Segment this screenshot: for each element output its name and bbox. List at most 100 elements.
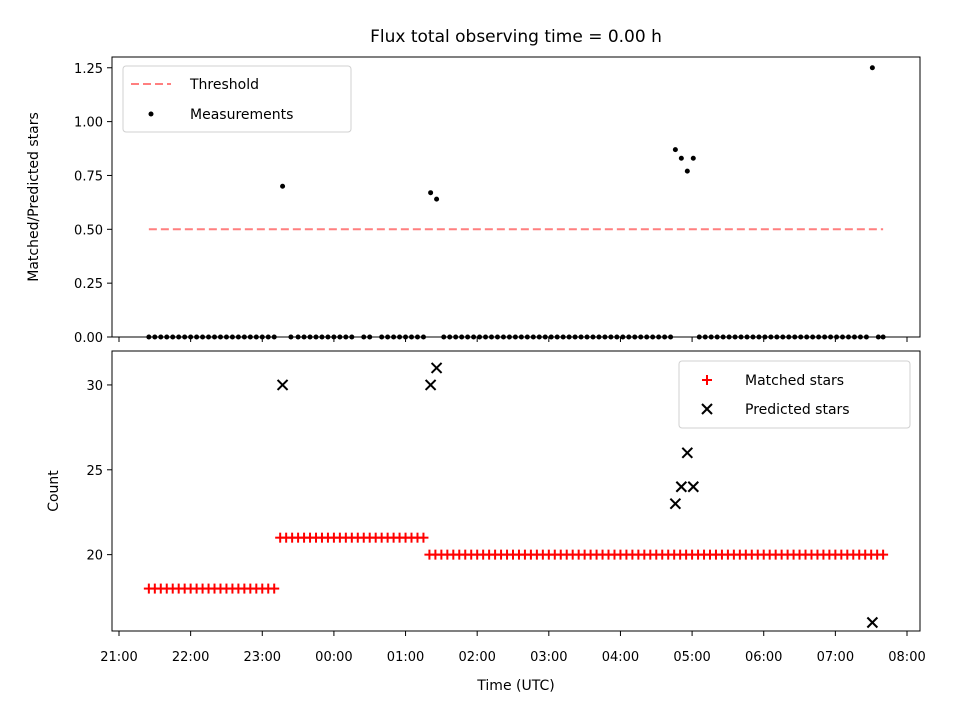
measurement-point [650, 334, 656, 340]
x-tick-label: 05:00 [673, 650, 710, 665]
measurement-point [602, 334, 608, 340]
measurement-point [578, 334, 584, 340]
measurement-point [164, 334, 170, 340]
measurement-point [644, 334, 650, 340]
bottom-y-tick-label: 20 [86, 549, 103, 564]
measurement-point [816, 334, 822, 340]
measurement-point [702, 334, 708, 340]
measurement-point [453, 334, 459, 340]
measurement-point [554, 334, 560, 340]
top-y-tick-label: 0.75 [74, 169, 103, 184]
predicted-star-point [675, 481, 688, 493]
measurement-point [840, 334, 846, 340]
measurement-point [280, 183, 286, 189]
x-tick-label: 06:00 [745, 650, 782, 665]
measurement-point [828, 334, 834, 340]
measurement-point [530, 334, 536, 340]
x-tick-label: 01:00 [387, 650, 424, 665]
measurement-point [542, 334, 548, 340]
measurement-point [869, 65, 875, 71]
measurement-point [200, 334, 206, 340]
measurement-point [524, 334, 530, 340]
measurement-point [247, 334, 253, 340]
matched-star-points [143, 532, 889, 594]
legend-matched-label: Matched stars [745, 373, 844, 389]
measurement-point [714, 334, 720, 340]
measurement-point [434, 196, 440, 202]
measurement-point [489, 334, 495, 340]
measurement-point [331, 334, 337, 340]
top-y-tick-label: 0.25 [74, 277, 103, 292]
measurement-point [235, 334, 241, 340]
measurement-point [288, 334, 294, 340]
measurement-point [738, 334, 744, 340]
measurement-point [465, 334, 471, 340]
legend-threshold-label: Threshold [189, 77, 259, 93]
measurement-point [774, 334, 780, 340]
measurement-point [880, 334, 886, 340]
measurement-point [182, 334, 188, 340]
top-y-tick-label: 1.00 [74, 116, 103, 131]
measurement-point [662, 334, 668, 340]
measurement-point [420, 334, 426, 340]
measurement-point [822, 334, 828, 340]
measurement-point [229, 334, 235, 340]
measurement-point [223, 334, 229, 340]
measurement-point [319, 334, 325, 340]
measurement-point [708, 334, 714, 340]
measurement-point [584, 334, 590, 340]
bottom-y-tick-label: 25 [86, 464, 103, 479]
legend-measurements-swatch [148, 111, 154, 117]
measurement-point [798, 334, 804, 340]
measurement-point [512, 334, 518, 340]
measurement-point [845, 334, 851, 340]
predicted-star-points [276, 362, 879, 629]
measurement-point [608, 334, 614, 340]
measurement-point [494, 334, 500, 340]
x-tick-label: 02:00 [458, 650, 495, 665]
measurement-point [146, 334, 152, 340]
matched-star-point [878, 549, 889, 560]
legend-measurements-label: Measurements [190, 107, 293, 123]
measurement-point [744, 334, 750, 340]
predicted-star-point [430, 362, 443, 374]
measurement-point [596, 334, 602, 340]
measurement-point [176, 334, 182, 340]
measurement-point [217, 334, 223, 340]
x-tick-label: 08:00 [888, 650, 925, 665]
bottom-legend: Matched stars Predicted stars [678, 360, 911, 429]
measurement-point [471, 334, 477, 340]
measurement-point [403, 334, 409, 340]
predicted-star-point [669, 498, 682, 510]
measurement-point [626, 334, 632, 340]
x-tick-label: 04:00 [602, 650, 639, 665]
measurement-point [441, 334, 447, 340]
bottom-y-ticks: 20 25 30 [86, 379, 112, 564]
measurement-point [206, 334, 212, 340]
measurement-point [726, 334, 732, 340]
measurement-point [307, 334, 313, 340]
measurement-point [313, 334, 319, 340]
measurement-point [152, 334, 158, 340]
top-y-tick-label: 1.25 [74, 62, 103, 77]
predicted-star-point [866, 616, 879, 629]
measurement-point [590, 334, 596, 340]
measurement-point [518, 334, 524, 340]
measurement-point [483, 334, 489, 340]
measurement-point [668, 334, 674, 340]
top-panel: 0.00 0.25 0.50 0.75 1.00 1.25 Matched/Predict… [26, 56, 921, 346]
measurement-point [459, 334, 465, 340]
measurement-point [188, 334, 194, 340]
measurement-point [301, 334, 307, 340]
measurement-point [295, 334, 301, 340]
measurement-point [349, 334, 355, 340]
measurement-point [337, 334, 343, 340]
measurement-point [638, 334, 644, 340]
measurement-point [447, 334, 453, 340]
predicted-star-point [276, 379, 289, 391]
measurement-point [391, 334, 397, 340]
predicted-star-point [687, 481, 699, 493]
measurement-point [732, 334, 738, 340]
top-y-ticks: 0.00 0.25 0.50 0.75 1.00 1.25 [74, 62, 112, 346]
measurement-point [566, 334, 572, 340]
